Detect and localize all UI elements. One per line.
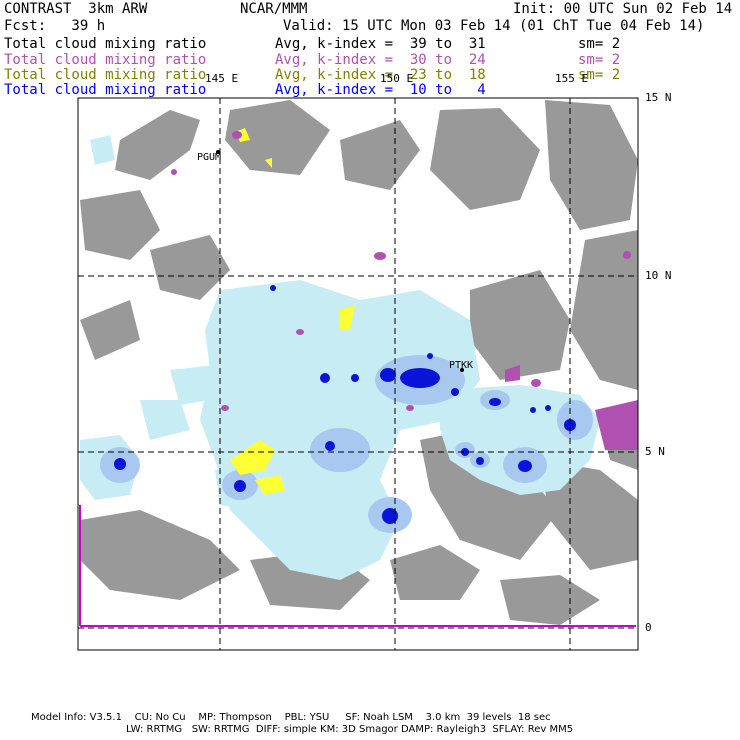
station-pgum-label: PGUM [197, 152, 222, 163]
field-1-name: Total cloud mixing ratio [4, 52, 207, 68]
field-2-name: Total cloud mixing ratio [4, 67, 207, 83]
valid-time: Valid: 15 UTC Mon 03 Feb 14 (01 ChT Tue … [283, 18, 705, 34]
field-0-name: Total cloud mixing ratio [4, 36, 207, 52]
model-info-line1: Model Info: V3.5.1 CU: No Cu MP: Thompso… [31, 712, 551, 723]
center-label: NCAR/MMM [240, 1, 308, 17]
lat-label-5n: 5 N [645, 445, 665, 458]
field-1-sm: sm= 2 [578, 52, 621, 68]
domain-boundary [79, 505, 636, 627]
lon-label-145e: 145 E [205, 72, 239, 85]
field-0-sm: sm= 2 [578, 36, 621, 52]
station-ptkk-marker [460, 368, 464, 372]
lat-label-0: 0 [645, 621, 652, 634]
station-ptkk-label: PTKK [449, 360, 474, 371]
lon-label-150e: 150 E [380, 72, 414, 85]
field-3-avg: Avg, k-index = 10 to 4 [275, 82, 486, 98]
product-title: CONTRAST 3km ARW [4, 1, 148, 17]
field-0-avg: Avg, k-index = 39 to 31 [275, 36, 486, 52]
field-3-name: Total cloud mixing ratio [4, 82, 207, 98]
forecast-hour: Fcst: 39 h [4, 18, 106, 34]
lat-label-10n: 10 N [645, 269, 672, 282]
cloud-deep-layer [114, 285, 576, 524]
lon-label-155e: 155 E [555, 72, 589, 85]
field-2-sm: sm= 2 [578, 67, 621, 83]
field-1-avg: Avg, k-index = 30 to 24 [275, 52, 486, 68]
field-2-avg: Avg, k-index = 23 to 18 [275, 67, 486, 83]
purple-layer [171, 131, 638, 450]
yellow-layer [230, 128, 355, 495]
graticule [78, 98, 638, 650]
map-frame [77, 97, 639, 651]
model-info-line2: LW: RRTMG SW: RRTMG DIFF: simple KM: 3D … [126, 724, 574, 735]
station-pgum-marker [216, 150, 220, 154]
lat-label-15n: 15 N [645, 91, 672, 104]
init-time: Init: 00 UTC Sun 02 Feb 14 [513, 1, 733, 17]
